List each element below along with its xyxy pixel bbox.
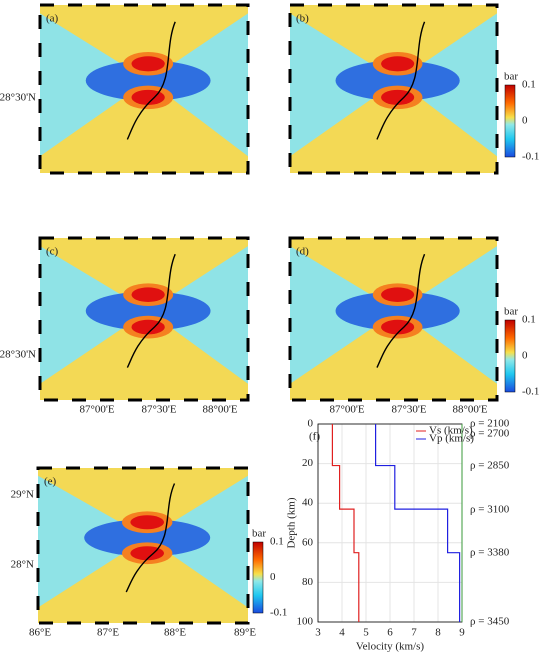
- fault-trace: [125, 483, 176, 593]
- stress-lobe-core: [381, 319, 415, 335]
- map-panel: (a) 28°30'N: [0, 3, 250, 175]
- stress-shadow: [335, 291, 460, 331]
- stress-lobe-core: [131, 319, 165, 335]
- panel-label: (e): [44, 476, 57, 488]
- lon-label: 89°E: [234, 627, 256, 639]
- map-panel: (d) 87°00'E 87°30'E 88°00'E bar 0.1 0 -0.1: [288, 236, 539, 416]
- density-label: ρ = 2100: [470, 418, 510, 430]
- fault-trace: [126, 253, 176, 368]
- lon-label: 87°E: [97, 627, 119, 639]
- fault-trace: [376, 253, 426, 368]
- lon-label: 86°E: [29, 627, 51, 639]
- density-label: ρ = 3100: [470, 504, 510, 516]
- map-panel: (e) 29°N 28°N 86°E 87°E 88°E 89°E bar 0.1 0 -0.1: [11, 466, 287, 639]
- colorbar-title: bar: [504, 306, 518, 318]
- lon-label: 87°00'E: [329, 404, 364, 416]
- y-tick-label: 40: [302, 497, 314, 509]
- colorbar-tick-label: -0.1: [522, 151, 539, 163]
- velocity-profile: [331, 424, 360, 622]
- colorbar-title: bar: [504, 71, 518, 83]
- colorbar-tick-label: 0.1: [522, 314, 536, 326]
- stress-lobe-core: [131, 56, 165, 72]
- lat-label: 28°N: [11, 559, 34, 571]
- x-tick-label: 4: [339, 627, 345, 639]
- x-tick-label: 3: [315, 627, 321, 639]
- y-tick-label: 100: [297, 616, 314, 628]
- colorbar: [504, 319, 516, 393]
- colorbar-tick-label: 0.1: [522, 79, 536, 91]
- colorbar-tick-label: 0: [270, 571, 276, 583]
- lon-label: 87°30'E: [141, 404, 176, 416]
- colorbar-title: bar: [252, 528, 266, 540]
- fault-trace: [376, 21, 426, 140]
- density-label: ρ = 2700: [470, 428, 510, 440]
- x-axis-label: Velocity (km/s): [356, 641, 424, 653]
- x-tick-label: 7: [411, 627, 417, 639]
- map-frame: [288, 3, 499, 175]
- velocity-profile: [375, 424, 461, 622]
- colorbar: [504, 84, 516, 158]
- lon-label: 88°E: [164, 627, 186, 639]
- map-frame: [288, 236, 499, 402]
- map-panel: (b) bar 0.1 0 -0.1: [288, 3, 539, 175]
- panel-label: (b): [296, 13, 309, 25]
- density-label: ρ = 2850: [470, 460, 510, 472]
- lon-label: 87°30'E: [391, 404, 426, 416]
- panel-label: (f): [309, 431, 320, 443]
- stress-lobe-core: [381, 89, 415, 105]
- lon-label: 87°00'E: [79, 404, 114, 416]
- lat-label: 28°30'N: [0, 92, 36, 104]
- lat-label: 28°30'N: [0, 349, 36, 361]
- map-frame: [38, 236, 250, 402]
- x-tick-label: 5: [363, 627, 369, 639]
- lat-label: 29°N: [11, 489, 34, 501]
- y-tick-label: 0: [308, 418, 314, 430]
- stress-shadow: [84, 519, 211, 557]
- stress-shadow: [85, 60, 211, 101]
- y-tick-label: 80: [302, 576, 314, 588]
- panel-label: (a): [46, 13, 59, 25]
- x-tick-label: 6: [387, 627, 393, 639]
- stress-lobe-core: [131, 287, 165, 302]
- stress-lobe-core: [130, 546, 164, 561]
- stress-lobe-core: [381, 287, 415, 302]
- legend-label: Vp (km/s): [429, 433, 474, 445]
- x-tick-label: 9: [459, 627, 465, 639]
- x-tick-label: 8: [435, 627, 441, 639]
- map-frame: [38, 3, 250, 175]
- stress-shadow: [85, 291, 211, 331]
- y-tick-label: 60: [302, 536, 314, 548]
- stress-shadow: [335, 60, 460, 101]
- stress-lobe-core: [381, 56, 415, 72]
- fault-trace: [126, 21, 176, 140]
- panel-label: (d): [296, 246, 309, 258]
- colorbar-tick-label: 0.1: [270, 536, 284, 548]
- colorbar-tick-label: -0.1: [522, 386, 539, 398]
- y-axis-label: Depth (km): [286, 497, 298, 548]
- y-tick-label: 20: [302, 457, 314, 469]
- lon-label: 88°00'E: [202, 404, 237, 416]
- stress-lobe-core: [130, 515, 164, 530]
- map-frame: [36, 466, 250, 625]
- legend-label: Vs (km/s): [429, 425, 473, 437]
- density-label: ρ = 3450: [470, 616, 510, 628]
- map-panel: (c) 28°30'N 87°00'E 87°30'E 88°00'E: [0, 236, 250, 416]
- colorbar: [252, 541, 264, 614]
- colorbar-tick-label: -0.1: [270, 607, 287, 619]
- colorbar-tick-label: 0: [522, 350, 528, 362]
- density-label: ρ = 3380: [470, 547, 510, 559]
- colorbar-tick-label: 0: [522, 115, 528, 127]
- lon-label: 88°00'E: [452, 404, 487, 416]
- stress-lobe-core: [131, 89, 165, 105]
- panel-label: (c): [46, 246, 59, 258]
